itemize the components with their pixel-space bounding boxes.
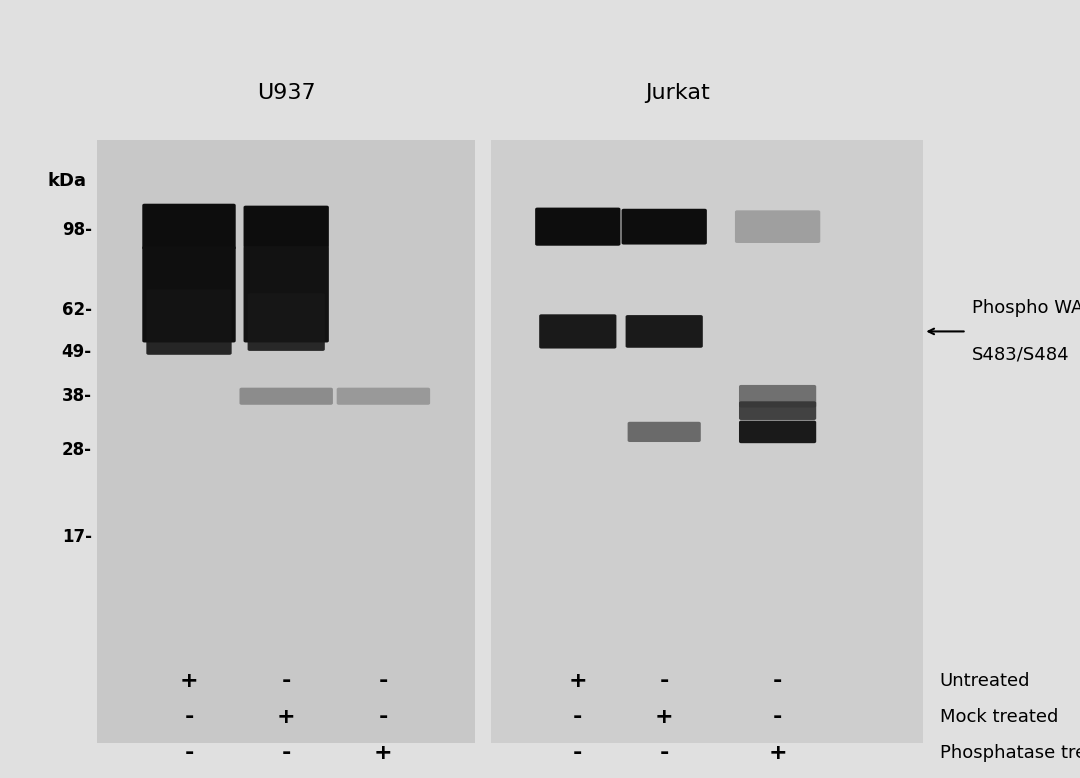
Text: +: +: [568, 671, 588, 691]
Text: +: +: [179, 671, 199, 691]
Text: Mock treated: Mock treated: [940, 708, 1058, 727]
FancyBboxPatch shape: [734, 210, 821, 243]
FancyBboxPatch shape: [337, 387, 430, 405]
FancyBboxPatch shape: [739, 421, 816, 443]
Text: -: -: [282, 671, 291, 691]
Text: kDa: kDa: [48, 172, 86, 190]
Text: 28-: 28-: [62, 441, 92, 459]
FancyBboxPatch shape: [143, 204, 235, 250]
Text: +: +: [374, 743, 393, 763]
FancyBboxPatch shape: [539, 314, 617, 349]
Text: U937: U937: [257, 83, 315, 103]
FancyBboxPatch shape: [240, 387, 333, 405]
Text: -: -: [660, 743, 669, 763]
Text: -: -: [573, 743, 582, 763]
Text: -: -: [185, 707, 193, 727]
Text: Phosphatase treated: Phosphatase treated: [940, 744, 1080, 762]
FancyBboxPatch shape: [143, 246, 235, 342]
Text: Jurkat: Jurkat: [646, 83, 710, 103]
Text: -: -: [282, 743, 291, 763]
Text: Untreated: Untreated: [940, 671, 1030, 690]
FancyBboxPatch shape: [247, 293, 325, 351]
FancyBboxPatch shape: [146, 289, 231, 355]
Text: 98-: 98-: [62, 221, 92, 239]
Text: +: +: [276, 707, 296, 727]
Text: -: -: [379, 671, 388, 691]
Text: -: -: [185, 743, 193, 763]
Text: 38-: 38-: [62, 387, 92, 405]
FancyBboxPatch shape: [244, 246, 329, 342]
Bar: [491, 140, 923, 743]
Bar: [97, 140, 475, 743]
Text: 49-: 49-: [62, 342, 92, 361]
Text: -: -: [573, 707, 582, 727]
Text: Phospho WASP: Phospho WASP: [972, 299, 1080, 317]
FancyBboxPatch shape: [739, 401, 816, 420]
Text: -: -: [773, 671, 782, 691]
FancyBboxPatch shape: [244, 205, 329, 247]
Text: -: -: [379, 707, 388, 727]
Text: -: -: [660, 671, 669, 691]
FancyBboxPatch shape: [627, 422, 701, 442]
FancyBboxPatch shape: [739, 385, 816, 408]
Text: 62-: 62-: [62, 301, 92, 320]
FancyBboxPatch shape: [536, 208, 620, 246]
Text: 17-: 17-: [62, 528, 92, 546]
Text: +: +: [654, 707, 674, 727]
Text: S483/S484: S483/S484: [972, 345, 1069, 364]
Text: +: +: [768, 743, 787, 763]
FancyBboxPatch shape: [625, 315, 703, 348]
FancyBboxPatch shape: [622, 209, 707, 244]
Text: -: -: [773, 707, 782, 727]
